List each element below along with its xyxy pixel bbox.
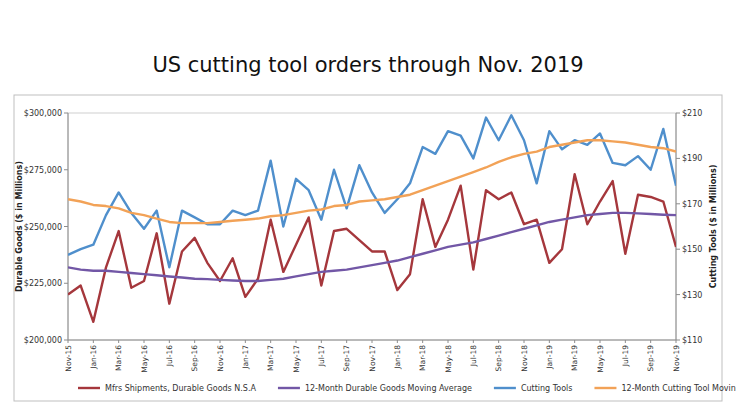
x-tick (422, 340, 423, 343)
x-tick-label: Mar-19 (570, 345, 579, 371)
x-tick (650, 340, 651, 343)
x-tick (194, 340, 195, 343)
x-tick (270, 340, 271, 343)
title: US cutting tool orders through Nov. 2019 (152, 53, 583, 77)
y2-tick (676, 249, 680, 250)
chart: US cutting tool orders through Nov. 2019… (0, 0, 736, 414)
x-tick-label: Jan-18 (393, 345, 402, 370)
y2-tick (676, 113, 680, 114)
legend-swatch (78, 387, 100, 389)
x-tick-label: Mar-17 (266, 345, 275, 371)
y2-axis-title: Cutting Tools ($ in Millions) (709, 165, 718, 289)
x-tick-label: May-17 (292, 345, 301, 373)
y2-tick-label: $170 (682, 200, 702, 209)
x-tick-label: Nov-19 (672, 345, 681, 372)
x-tick-label: Nov-17 (368, 345, 377, 372)
series-line (68, 174, 676, 322)
y2-tick (676, 158, 680, 159)
x-tick (549, 340, 550, 343)
x-tick-label: Nov-15 (64, 345, 73, 372)
x-tick (524, 340, 525, 343)
y-tick (64, 169, 68, 170)
plot-area (68, 115, 676, 322)
x-tick (372, 340, 373, 343)
x-tick-label: Nov-16 (216, 345, 225, 372)
y-tick-label: $200,000 (24, 336, 62, 345)
series-line (68, 140, 676, 223)
x-tick (448, 340, 449, 343)
x-tick (346, 340, 347, 343)
x-tick (574, 340, 575, 343)
x-tick (169, 340, 170, 343)
x-tick-label: Sep-16 (190, 345, 199, 372)
y-tick-label: $300,000 (24, 109, 62, 118)
chart-frame (14, 95, 722, 401)
y-tick (64, 113, 68, 114)
x-tick-label: Jul-19 (621, 345, 630, 368)
y-tick (64, 283, 68, 284)
x-tick-label: Jul-17 (317, 345, 326, 368)
x-tick (600, 340, 601, 343)
x-tick (68, 340, 69, 343)
legend-label: Cutting Tools (521, 384, 573, 393)
y-tick-label: $225,000 (24, 279, 62, 288)
x-tick (397, 340, 398, 343)
x-tick (296, 340, 297, 343)
x-tick-label: Sep-18 (494, 345, 503, 372)
x-tick-label: Mar-18 (418, 345, 427, 371)
x-tick-label: Sep-17 (342, 345, 351, 372)
series-line (68, 115, 676, 267)
x-tick-label: Jul-16 (165, 345, 174, 368)
x-tick-label: Nov-18 (520, 345, 529, 372)
x-tick (321, 340, 322, 343)
x-tick (473, 340, 474, 343)
x-tick (625, 340, 626, 343)
y-tick-label: $275,000 (24, 166, 62, 175)
x-tick (220, 340, 221, 343)
x-tick-label: Jan-19 (545, 345, 554, 370)
x-tick-label: May-19 (596, 345, 605, 373)
y-axis-title: Durable Goods ($ in Millions) (15, 161, 24, 292)
x-tick (245, 340, 246, 343)
x-tick-label: Jul-18 (469, 345, 478, 368)
y2-tick-label: $110 (682, 336, 702, 345)
y-tick-label: $250,000 (24, 223, 62, 232)
x-tick-label: May-16 (140, 345, 149, 373)
y2-tick-label: $150 (682, 245, 702, 254)
legend: Mfrs Shipments, Durable Goods N.S.A 12-Mo… (78, 384, 736, 393)
y2-tick (676, 294, 680, 295)
x-tick (144, 340, 145, 343)
legend-swatch (594, 387, 616, 389)
y2-tick (676, 203, 680, 204)
y-tick (64, 340, 68, 341)
legend-swatch (278, 387, 300, 389)
x-tick-label: Sep-19 (646, 345, 655, 372)
legend-label: 12-Month Durable Goods Moving Average (305, 384, 472, 393)
y2-tick-label: $210 (682, 109, 702, 118)
legend-label: Mfrs Shipments, Durable Goods N.S.A (105, 384, 256, 393)
x-tick (498, 340, 499, 343)
y-tick (64, 226, 68, 227)
x-tick (93, 340, 94, 343)
x-tick-label: May-18 (444, 345, 453, 373)
plot-frame (68, 113, 676, 340)
x-tick-label: Jan-17 (241, 345, 250, 370)
x-tick (118, 340, 119, 343)
y2-tick-label: $130 (682, 291, 702, 300)
y2-tick (676, 340, 680, 341)
y2-axis-line (676, 113, 677, 340)
x-tick-label: Mar-16 (114, 345, 123, 371)
x-tick (676, 340, 677, 343)
x-tick-label: Jan-16 (89, 345, 98, 370)
legend-label: 12-Month Cutting Tool Moving Average (621, 384, 736, 393)
y2-tick-label: $190 (682, 154, 702, 163)
legend-swatch (494, 387, 516, 389)
